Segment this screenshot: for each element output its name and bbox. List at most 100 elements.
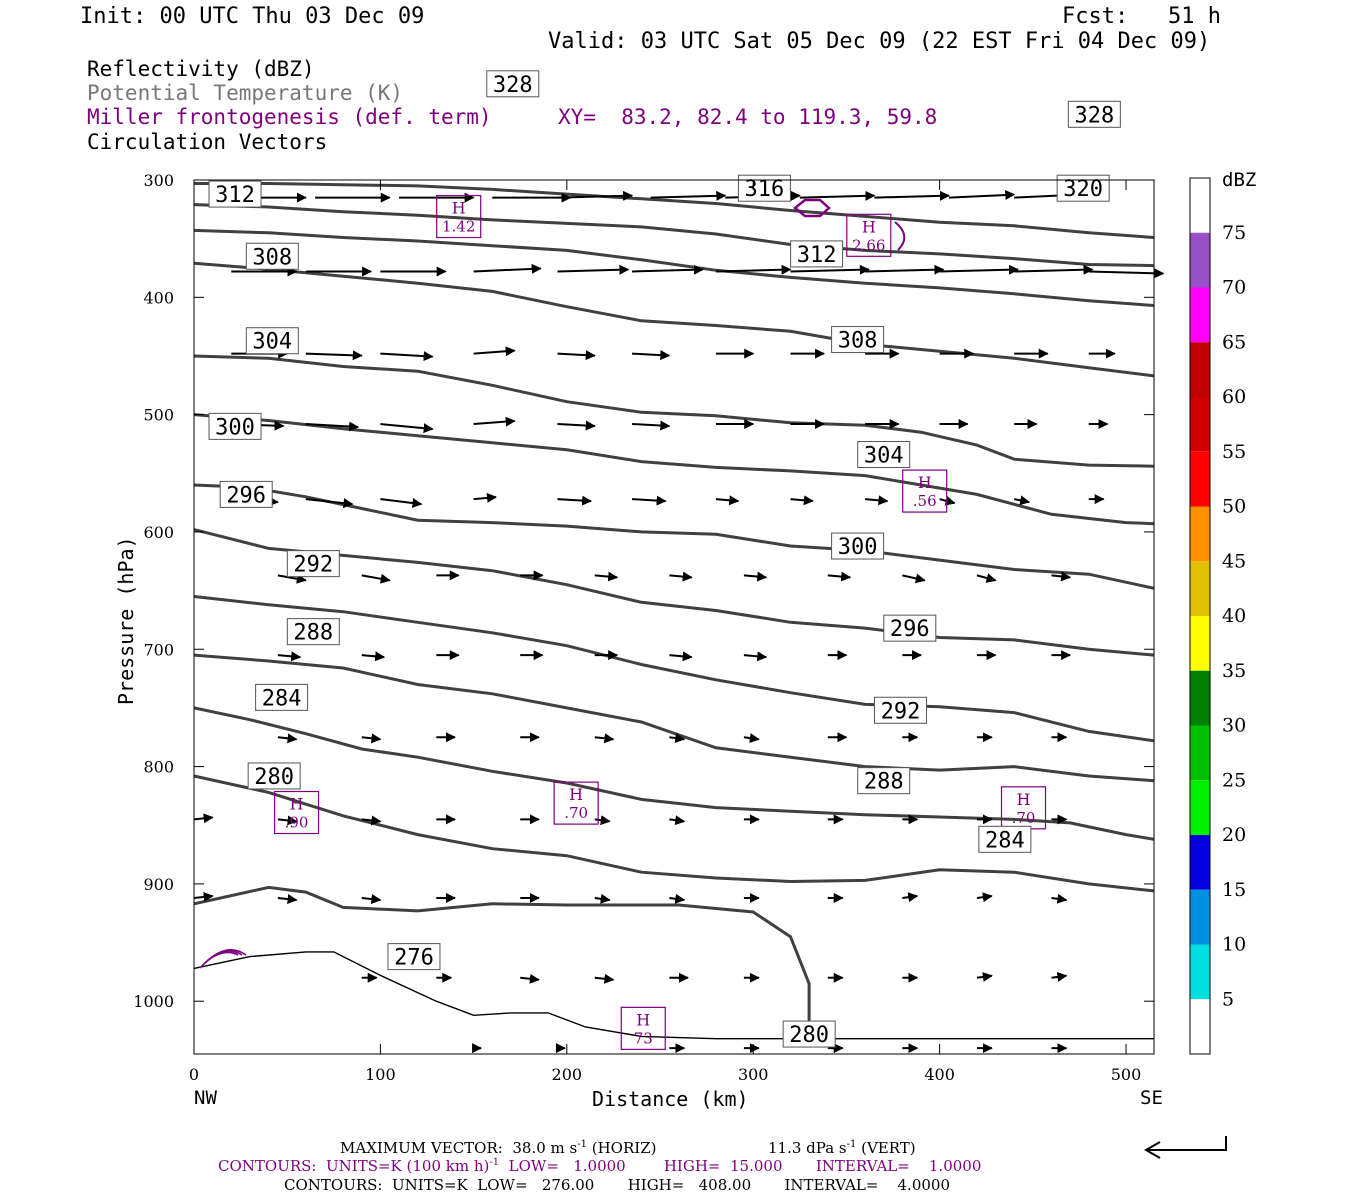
circulation-vector xyxy=(715,264,792,275)
frontogenesis-max-label: H xyxy=(569,785,583,804)
circulation-vector xyxy=(473,346,516,357)
frontogenesis-max-label: H xyxy=(1017,790,1031,809)
frontogenesis-contour xyxy=(894,221,906,251)
circulation-vector xyxy=(594,815,611,826)
colorbar-tick-label: 75 xyxy=(1222,222,1246,244)
circulation-vector xyxy=(631,495,667,506)
circulation-vector xyxy=(305,498,354,509)
colorbar-swatch xyxy=(1190,780,1210,835)
colorbar-swatch xyxy=(1190,451,1210,507)
contour-label-284: 284 xyxy=(262,686,302,711)
circulation-vector xyxy=(1051,971,1068,982)
contour-label-box-300 xyxy=(208,412,262,440)
frontogenesis-max-box xyxy=(553,781,599,825)
circulation-vector xyxy=(277,733,298,744)
frontogenesis-contour xyxy=(203,950,243,965)
contour-label-296: 296 xyxy=(890,617,930,642)
contour-label-box-304 xyxy=(245,327,299,355)
theta-contour-284 xyxy=(193,706,1155,841)
contour-label-box-308 xyxy=(245,242,299,270)
circulation-vector xyxy=(799,190,876,201)
circulation-vector xyxy=(790,264,870,275)
theta-contour-296 xyxy=(193,528,1155,657)
contour-label-280: 280 xyxy=(254,765,294,790)
circulation-vector xyxy=(557,190,634,201)
circulation-vector xyxy=(361,815,382,826)
circulation-vector xyxy=(632,264,704,275)
colorbar-swatch xyxy=(1190,889,1210,945)
circulation-vector xyxy=(669,571,693,582)
y-tick-label: 900 xyxy=(143,875,174,894)
contour-label-box-276 xyxy=(387,943,441,971)
colorbar-swatch xyxy=(1190,561,1210,616)
theta-contour-292 xyxy=(193,595,1155,743)
colorbar-tick-label: 10 xyxy=(1222,934,1246,956)
colorbar-tick-label: 55 xyxy=(1222,441,1246,463)
colorbar: 5 10 15 20 25 30 35 40 45 50 55 60 65 70 75 xyxy=(1189,177,1246,1055)
colorbar-swatch xyxy=(1190,616,1210,671)
colorbar-swatch xyxy=(1190,397,1210,452)
reference-vector-arrow xyxy=(1143,1136,1227,1159)
circulation-vector xyxy=(557,495,593,506)
circulation-vector xyxy=(361,894,382,904)
theta-contour-316 xyxy=(193,228,1155,307)
footer-contours-theta: CONTOURS: UNITS=K LOW= 276.00 HIGH= 408.… xyxy=(284,1176,950,1194)
contour-label-276: 276 xyxy=(394,946,434,971)
x-tick-label: 200 xyxy=(552,1065,583,1084)
contour-label-box-292 xyxy=(873,696,927,724)
circulation-vector xyxy=(380,498,423,508)
circulation-vector xyxy=(976,892,993,903)
circulation-vector xyxy=(557,264,630,275)
circulation-vector xyxy=(380,423,434,434)
contour-label-308: 308 xyxy=(838,329,878,354)
frontogenesis-max-box xyxy=(273,790,320,835)
circulation-vector xyxy=(1013,495,1031,506)
contour-label-box-280 xyxy=(782,1020,836,1048)
colorbar-swatch xyxy=(1190,342,1210,397)
frontogenesis-max-box xyxy=(436,194,482,239)
frontogenesis-max-label: H xyxy=(636,1010,650,1029)
contour-label-280: 280 xyxy=(789,1023,829,1048)
valid-time: Valid: 03 UTC Sat 05 Dec 09 (22 EST Fri … xyxy=(548,29,1211,54)
circulation-vector xyxy=(669,733,686,744)
frontogenesis-contour xyxy=(207,951,239,961)
circulation-vector xyxy=(193,813,214,824)
legend-xy: XY= 83.2, 82.4 to 119.3, 59.8 xyxy=(558,105,938,129)
theta-contour-312 xyxy=(193,261,1155,378)
contour-label-box-328 xyxy=(1067,100,1121,128)
circulation-vector xyxy=(939,264,1019,275)
circulation-vector xyxy=(473,492,497,503)
colorbar-swatch xyxy=(1190,506,1210,562)
circulation-vector xyxy=(557,420,596,431)
circulation-vector xyxy=(902,892,919,903)
plot-frame xyxy=(193,179,1155,1055)
circulation-vector xyxy=(650,190,727,201)
contour-label-box-296 xyxy=(883,614,937,642)
footer-max-vector: MAXIMUM VECTOR: 38.0 m s-1 (HORIZ) xyxy=(340,1139,657,1157)
colorbar-swatch xyxy=(1190,944,1210,1000)
circulation-vector xyxy=(864,495,889,506)
frontogenesis-max-value: .56 xyxy=(913,492,937,510)
frontogenesis-max-value: 73 xyxy=(634,1029,653,1047)
theta-contour-288 xyxy=(193,653,1155,783)
contour-label-box-312 xyxy=(208,180,262,208)
theta-contour-328 xyxy=(194,182,1155,239)
colorbar-tick-label: 65 xyxy=(1222,331,1246,353)
circulation-vector xyxy=(594,893,611,904)
theta-contour-276 xyxy=(193,951,1154,1040)
colorbar-frame xyxy=(1189,177,1211,1055)
circulation-vector xyxy=(277,815,298,826)
circulation-vector xyxy=(715,495,740,506)
circulation-vector xyxy=(632,350,671,361)
circulation-vector xyxy=(1088,268,1165,279)
y-tick-label: 1000 xyxy=(133,992,174,1011)
circulation-vector xyxy=(790,495,814,506)
colorbar-tick-label: 15 xyxy=(1222,879,1246,901)
contour-label-box-284 xyxy=(255,683,309,711)
contour-labels: 276 280 280 284 284 288 288 292 292 296 296 300 300 3… xyxy=(208,70,1121,1048)
x-end-label-se: SE xyxy=(1140,1087,1163,1109)
colorbar-swatch xyxy=(1190,178,1210,233)
colorbar-tick-label: 60 xyxy=(1222,386,1246,408)
circulation-vector xyxy=(277,573,307,584)
